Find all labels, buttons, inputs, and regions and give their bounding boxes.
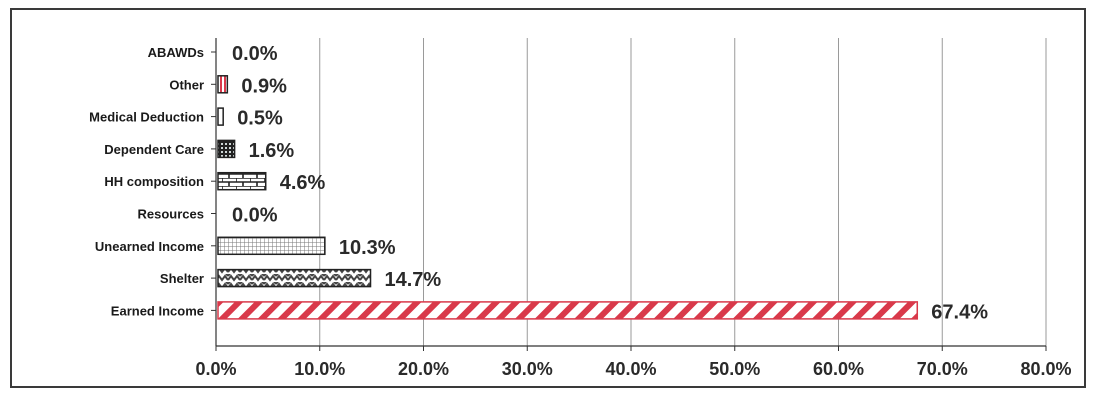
category-label: HH composition: [104, 174, 204, 189]
x-tick-label: 30.0%: [502, 359, 553, 379]
bar: [217, 107, 224, 126]
chart-frame: 0.0% 10.0% 20.0% 30.0% 40.0% 50.0% 60.0% 70.0% 8…: [10, 8, 1086, 388]
data-label: 67.4%: [931, 301, 988, 323]
category-label: Dependent Care: [104, 142, 204, 157]
x-tick-label: 40.0%: [605, 359, 656, 379]
bar: [217, 268, 372, 288]
category-label: Resources: [138, 207, 204, 222]
x-tick-label: 20.0%: [398, 359, 449, 379]
bar: [217, 301, 919, 320]
x-tick-label: 0.0%: [195, 359, 236, 379]
bar: [217, 75, 229, 94]
category-label: Shelter: [160, 271, 204, 286]
bar: [217, 139, 236, 159]
category-label: ABAWDs: [148, 45, 204, 60]
bar: [217, 171, 267, 191]
data-label: 0.0%: [232, 205, 278, 227]
data-label: 4.6%: [280, 172, 326, 194]
x-tick-label: 80.0%: [1020, 359, 1071, 379]
data-label: 1.6%: [249, 140, 295, 162]
axes: [211, 38, 1047, 351]
x-tick-label: 60.0%: [813, 359, 864, 379]
x-tick-label: 10.0%: [294, 359, 345, 379]
category-label: Other: [169, 77, 204, 92]
category-label: Earned Income: [111, 303, 204, 318]
bar: [217, 236, 326, 256]
x-tick-label: 70.0%: [917, 359, 968, 379]
category-label: Unearned Income: [95, 239, 204, 254]
data-label: 10.3%: [339, 237, 396, 259]
grid-lines: [319, 38, 1047, 346]
bar-chart: 0.0% 10.0% 20.0% 30.0% 40.0% 50.0% 60.0% 70.0% 8…: [89, 38, 1072, 379]
x-tick-label: 50.0%: [709, 359, 760, 379]
data-label: 0.5%: [237, 108, 283, 130]
data-label: 14.7%: [385, 269, 442, 291]
labels: 0.0% 10.0% 20.0% 30.0% 40.0% 50.0% 60.0% 70.0% 8…: [89, 43, 1071, 379]
data-label: 0.9%: [241, 75, 287, 97]
category-label: Medical Deduction: [89, 110, 204, 125]
bars: [217, 75, 919, 320]
data-label: 0.0%: [232, 43, 278, 65]
